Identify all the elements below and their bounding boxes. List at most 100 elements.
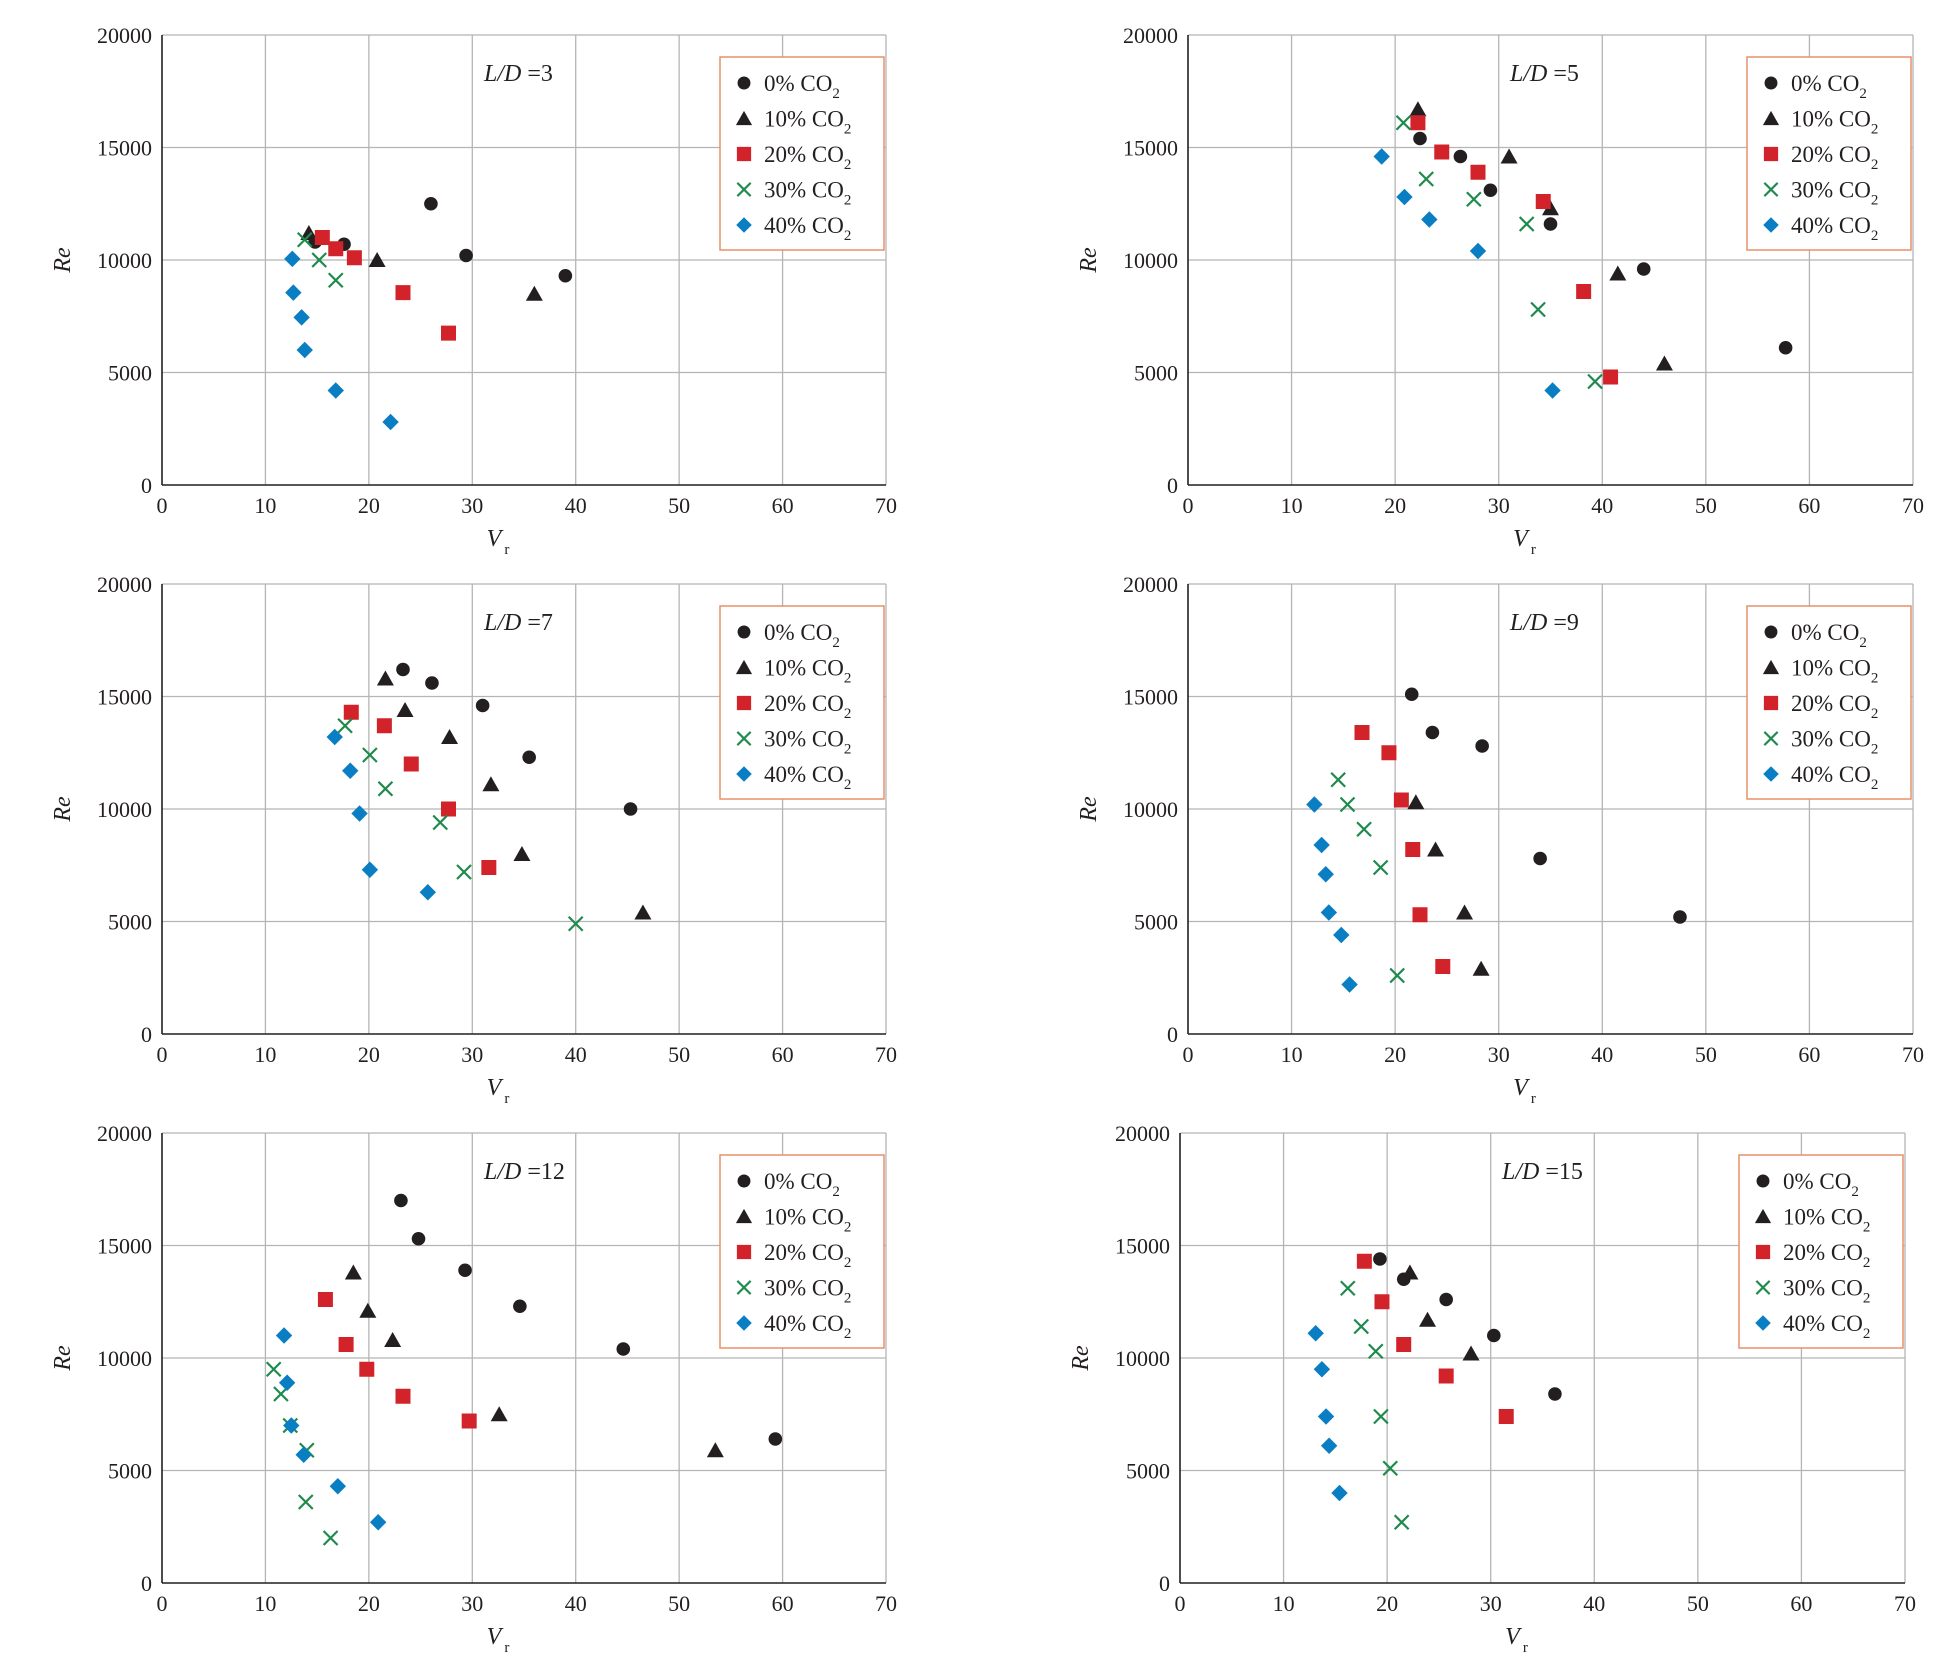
- data-point: [1548, 1387, 1562, 1401]
- series-circle: [1404, 687, 1687, 924]
- data-point: [475, 698, 490, 713]
- data-point: [382, 413, 399, 431]
- legend-label: 0% CO2: [764, 1169, 840, 1200]
- data-point: [490, 1406, 508, 1422]
- x-tick-label: 70: [875, 1042, 897, 1067]
- data-point: [1412, 907, 1428, 923]
- x-tick-label: 20: [358, 1591, 380, 1616]
- data-point: [440, 801, 456, 817]
- legend-marker-diamond: [736, 217, 752, 233]
- data-point: [1483, 183, 1498, 198]
- ld-annotation: L/D =9: [1509, 610, 1579, 636]
- data-point: [1409, 101, 1427, 117]
- data-point: [317, 1292, 333, 1307]
- series-circle: [394, 1193, 783, 1446]
- data-point: [1655, 355, 1673, 371]
- data-point: [296, 231, 313, 248]
- series-diamond: [1373, 148, 1561, 399]
- x-tick-label: 60: [772, 493, 794, 518]
- data-point: [1587, 373, 1603, 390]
- data-point: [1372, 859, 1389, 876]
- data-point: [1320, 904, 1338, 921]
- data-point: [1453, 149, 1468, 164]
- legend-marker-diamond: [1763, 766, 1779, 782]
- data-point: [395, 1388, 411, 1404]
- data-point: [567, 915, 584, 932]
- data-point: [326, 728, 343, 746]
- data-point: [482, 776, 500, 792]
- series-diamond: [275, 1327, 387, 1531]
- legend-label: 30% CO2: [1791, 178, 1878, 209]
- legend-label: 40% CO2: [1783, 1311, 1870, 1342]
- data-point: [1530, 301, 1546, 318]
- series-square: [343, 704, 497, 875]
- x-tick-label: 50: [1695, 1042, 1717, 1067]
- data-point: [706, 1442, 724, 1458]
- legend-marker-circle: [737, 625, 751, 639]
- y-tick-label: 15000: [1123, 685, 1178, 710]
- y-tick-label: 0: [1159, 1571, 1170, 1596]
- data-point: [346, 250, 362, 266]
- data-point: [1367, 1343, 1384, 1360]
- y-axis-label: Re: [1076, 247, 1102, 274]
- data-point: [1320, 1437, 1338, 1454]
- data-point: [1410, 115, 1426, 131]
- data-point: [1603, 369, 1619, 385]
- x-tick-label: 50: [1687, 1591, 1709, 1616]
- y-tick-label: 5000: [108, 1459, 152, 1484]
- data-point: [1401, 1264, 1419, 1280]
- data-point: [1475, 739, 1489, 753]
- x-tick-label: 20: [358, 1042, 380, 1067]
- x-tick-label: 0: [157, 1042, 168, 1067]
- y-tick-label: 20000: [97, 572, 152, 597]
- data-point: [1356, 1253, 1372, 1269]
- data-point: [265, 1361, 282, 1378]
- data-point: [1389, 967, 1405, 984]
- y-tick-label: 20000: [1123, 23, 1178, 48]
- x-tick-label: 10: [1273, 1591, 1295, 1616]
- x-tick-label: 70: [875, 1591, 897, 1616]
- data-point: [513, 846, 531, 861]
- y-axis-label: Re: [1076, 796, 1102, 823]
- legend-marker-triangle: [1762, 110, 1780, 126]
- legend-label: 40% CO2: [1791, 762, 1878, 793]
- data-point: [522, 750, 536, 765]
- series-diamond: [326, 728, 437, 901]
- data-point: [616, 1342, 631, 1356]
- data-point: [396, 662, 410, 677]
- data-point: [1396, 188, 1413, 206]
- legend-marker-circle: [1764, 625, 1778, 639]
- data-point: [432, 814, 449, 831]
- data-point: [1393, 1514, 1410, 1531]
- data-point: [384, 1332, 402, 1347]
- data-point: [419, 884, 437, 901]
- data-point: [322, 1530, 339, 1546]
- y-tick-label: 10000: [97, 248, 152, 273]
- data-point: [311, 252, 327, 268]
- data-point: [1456, 904, 1474, 920]
- series-cross: [1330, 771, 1405, 984]
- legend-label: 10% CO2: [764, 107, 851, 138]
- series-triangle: [1407, 794, 1490, 976]
- legend: 0% CO2 10% CO2 20% CO2 30% CO2 40% CO2: [1738, 1154, 1904, 1349]
- x-tick-label: 50: [668, 1042, 690, 1067]
- data-point: [359, 1361, 375, 1377]
- legend: 0% CO2 10% CO2 20% CO2 30% CO2 40% CO2: [719, 605, 885, 800]
- legend-label: 0% CO2: [1783, 1169, 1859, 1200]
- legend-label: 30% CO2: [764, 178, 851, 209]
- data-point: [1373, 1408, 1389, 1425]
- data-point: [1427, 841, 1445, 857]
- chart-panel-4: 0 10 20 30 40 50 60 70 0 5000 10000 15000 20000 V r Re L…: [1076, 572, 1924, 1107]
- y-tick-label: 10000: [1123, 797, 1178, 822]
- data-point: [296, 341, 313, 359]
- series-cross: [1395, 114, 1603, 390]
- x-tick-label: 10: [254, 1042, 276, 1067]
- data-point: [1333, 926, 1350, 944]
- legend-marker-cross: [1763, 731, 1779, 746]
- y-tick-label: 15000: [97, 685, 152, 710]
- data-point: [297, 1494, 314, 1510]
- legend-label: 0% CO2: [764, 71, 840, 102]
- ld-annotation: L/D =15: [1501, 1159, 1583, 1185]
